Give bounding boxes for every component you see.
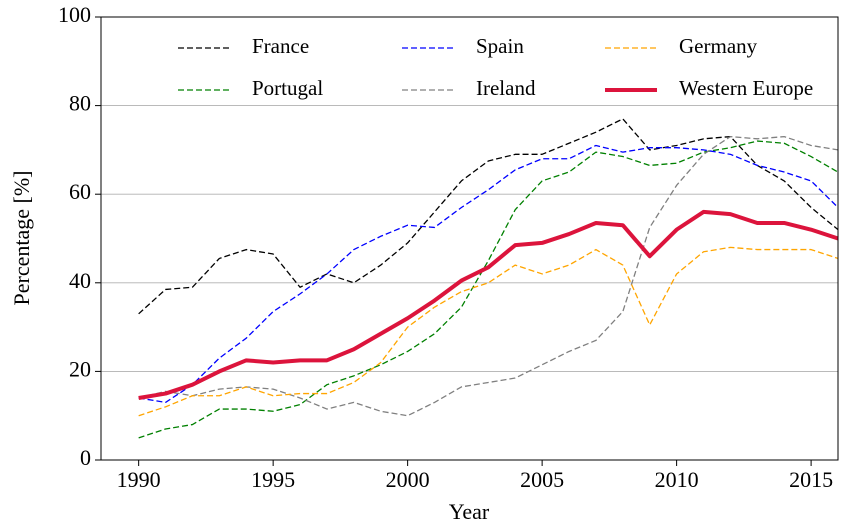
x-tick-label: 2010 — [655, 467, 699, 492]
y-tick-label: 80 — [69, 91, 91, 116]
x-axis-label: Year — [449, 499, 490, 524]
y-axis-label: Percentage [%] — [9, 171, 34, 306]
x-tick-label: 1990 — [117, 467, 161, 492]
y-tick-label: 0 — [80, 445, 91, 470]
series-line — [138, 246, 839, 417]
plot-frame — [100, 16, 839, 461]
legend-label: Western Europe — [679, 76, 813, 100]
x-tick-label: 2005 — [520, 467, 564, 492]
y-tick-label: 100 — [58, 2, 91, 27]
y-tick-label: 60 — [69, 179, 91, 204]
legend-label: Spain — [476, 34, 524, 58]
series-line — [138, 118, 839, 315]
legend-label: Ireland — [476, 76, 536, 100]
x-tick-label: 1995 — [251, 467, 295, 492]
legend-label: Germany — [679, 34, 758, 58]
y-tick-label: 20 — [69, 356, 91, 381]
x-tick-label: 2015 — [789, 467, 833, 492]
y-tick-label: 40 — [69, 268, 91, 293]
series-line — [138, 144, 839, 404]
legend-label: Portugal — [252, 76, 323, 100]
x-tick-label: 2000 — [386, 467, 430, 492]
series-line — [138, 135, 839, 417]
legend-label: France — [252, 34, 309, 58]
series-line — [138, 140, 839, 439]
series-line — [138, 209, 839, 400]
